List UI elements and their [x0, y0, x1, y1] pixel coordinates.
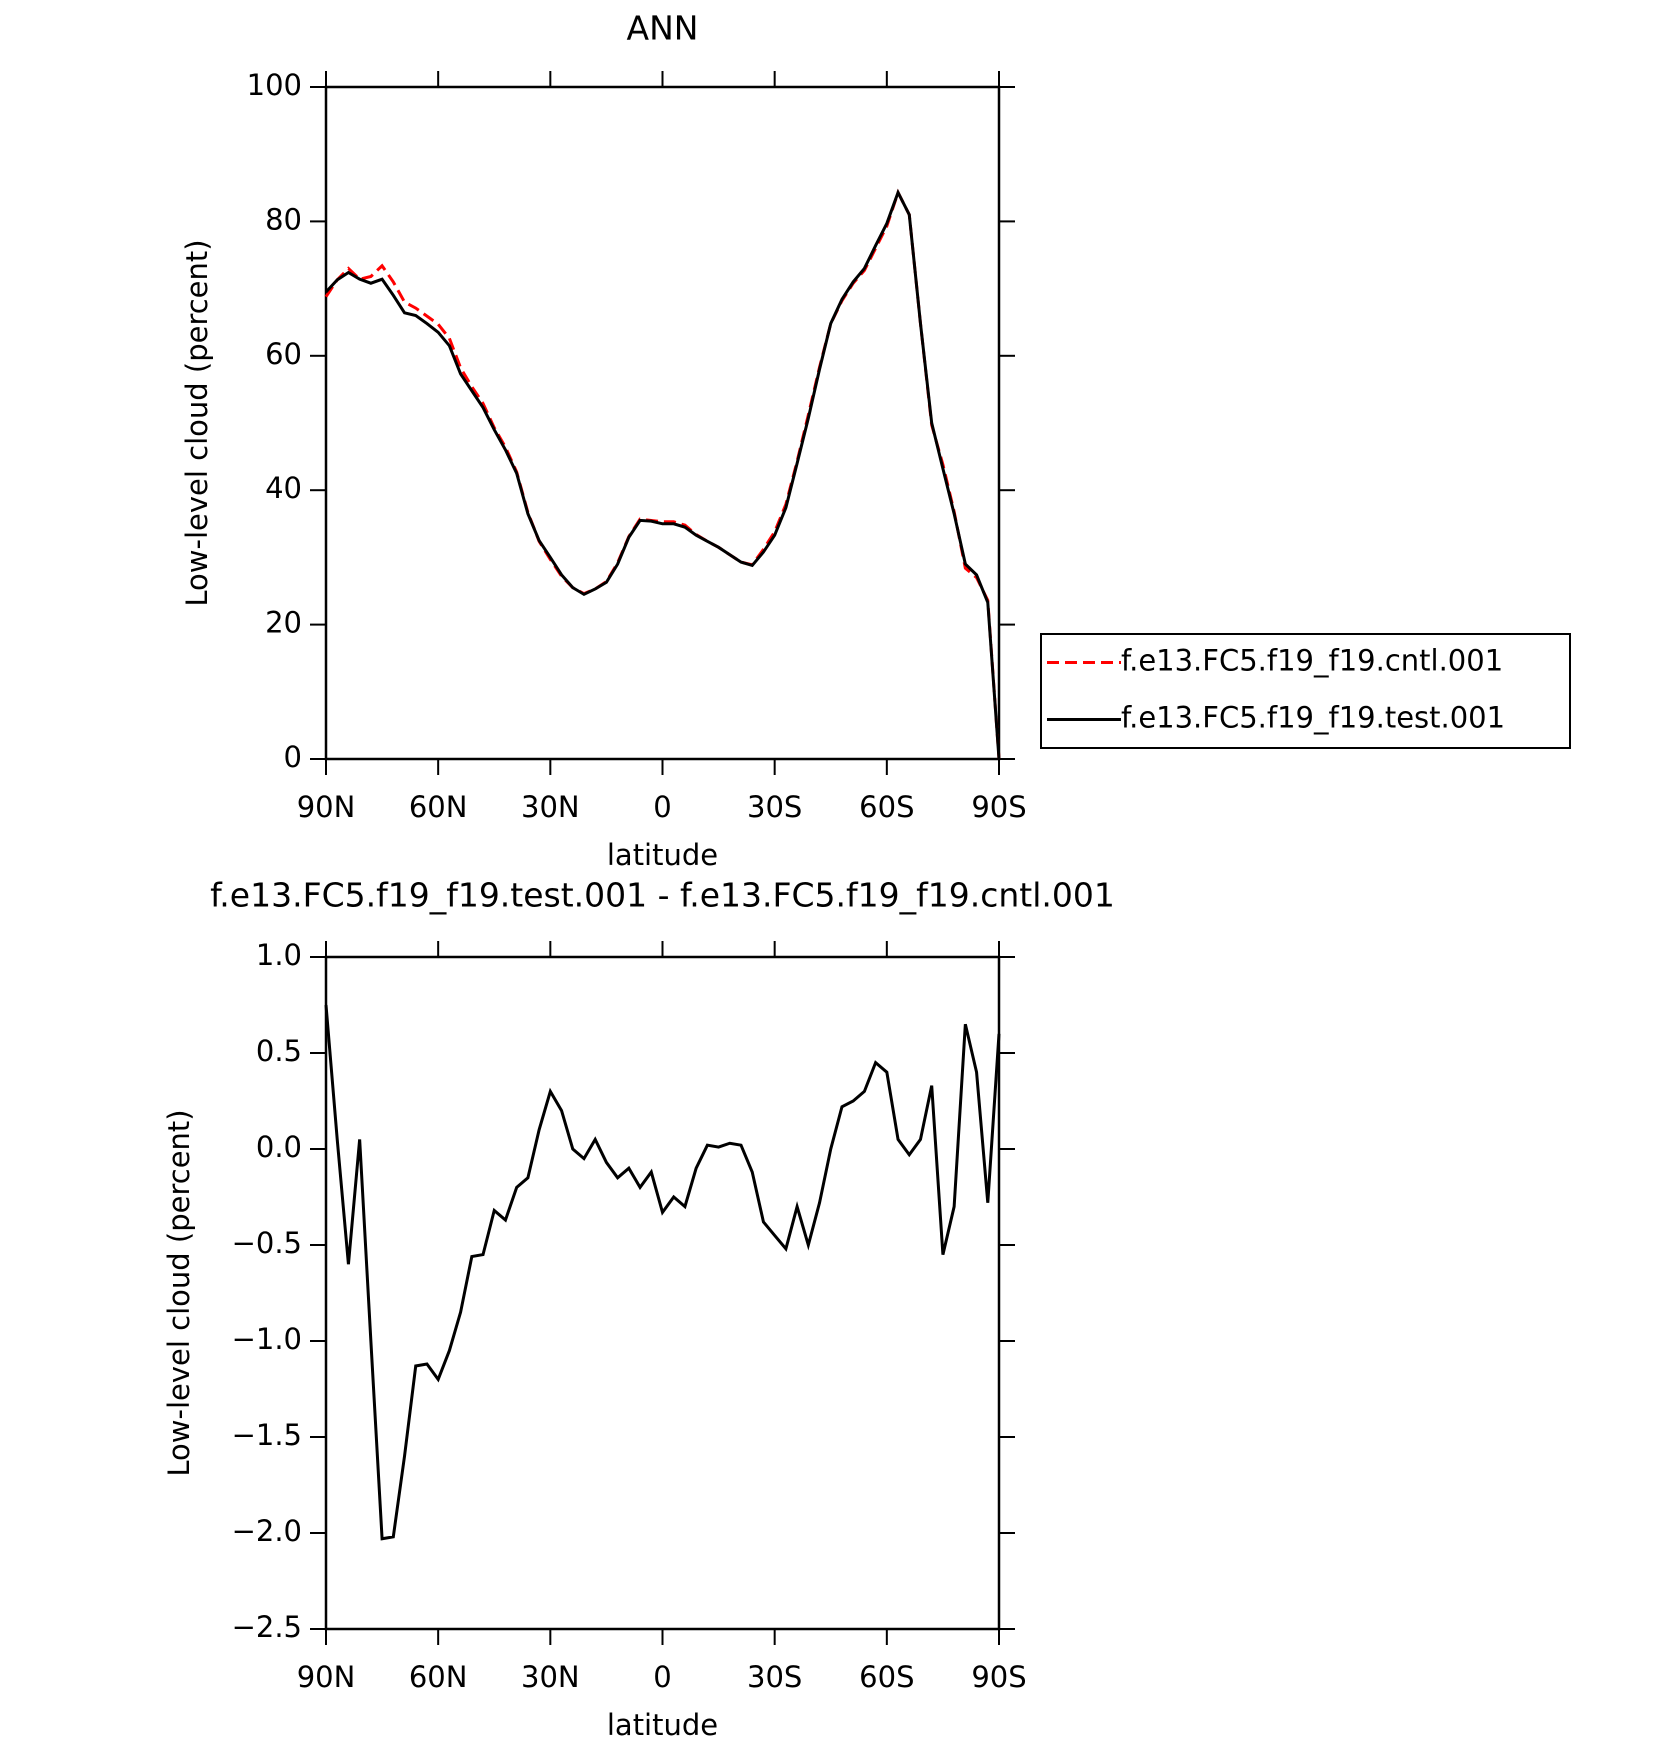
y-tick-label: 60: [265, 337, 302, 371]
legend-box: [1040, 633, 1571, 749]
x-tick-label: 90N: [297, 1660, 356, 1694]
y-tick-label: 20: [265, 606, 302, 640]
y-tick-label: 0.5: [256, 1034, 302, 1068]
y-tick-label: 40: [265, 471, 302, 505]
x-tick-label: 60N: [409, 1660, 468, 1694]
x-tick-label: 30N: [521, 790, 580, 824]
y-tick-label: −2.5: [232, 1610, 302, 1644]
x-tick-label: 90S: [971, 1660, 1026, 1694]
x-tick-label: 60N: [409, 790, 468, 824]
x-tick-label: 0: [653, 790, 671, 824]
y-axis-label: Low-level cloud (percent): [162, 1109, 196, 1476]
data-line: [324, 1004, 1001, 1541]
x-tick-label: 30N: [521, 1660, 580, 1694]
data-line: [324, 188, 1001, 760]
y-tick-label: 0: [284, 740, 302, 774]
x-axis-label: latitude: [607, 1708, 718, 1742]
data-line: [324, 188, 1001, 760]
y-tick-label: 80: [265, 202, 302, 236]
y-tick-label: −1.5: [232, 1418, 302, 1452]
x-tick-label: 90S: [971, 790, 1026, 824]
y-tick-label: 0.0: [256, 1130, 302, 1164]
chart-title: ANN: [627, 9, 699, 48]
y-tick-label: −2.0: [232, 1514, 302, 1548]
x-tick-label: 30S: [747, 790, 802, 824]
y-tick-label: −0.5: [232, 1226, 302, 1260]
y-tick-label: 100: [247, 68, 302, 102]
y-tick-label: 1.0: [256, 938, 302, 972]
chart-title: f.e13.FC5.f19_f19.test.001 - f.e13.FC5.f…: [210, 876, 1115, 915]
y-tick-label: −1.0: [232, 1322, 302, 1356]
x-tick-label: 90N: [297, 790, 356, 824]
x-tick-label: 30S: [747, 1660, 802, 1694]
x-axis-label: latitude: [607, 838, 718, 872]
x-tick-label: 60S: [859, 1660, 914, 1694]
x-tick-label: 0: [653, 1660, 671, 1694]
x-tick-label: 60S: [859, 790, 914, 824]
plot-frame: [324, 955, 1001, 1631]
plot-frame: [324, 85, 1001, 761]
y-axis-label: Low-level cloud (percent): [180, 239, 214, 606]
legend-label: f.e13.FC5.f19_f19.test.001: [1121, 701, 1505, 735]
legend-label: f.e13.FC5.f19_f19.cntl.001: [1121, 644, 1503, 678]
